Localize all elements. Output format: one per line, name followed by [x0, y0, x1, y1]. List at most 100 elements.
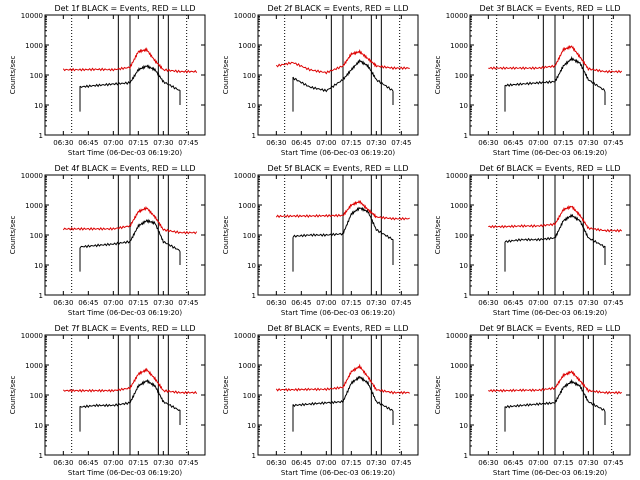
x-tick-label: 07:45 [391, 139, 411, 147]
x-axis-label: Start Time (06-Dec-03 06:19:20) [493, 469, 607, 477]
y-tick-label: 1000 [238, 42, 256, 50]
y-tick-label: 10000 [446, 332, 468, 340]
x-tick-label: 07:15 [128, 459, 148, 467]
y-tick-label: 10 [34, 262, 43, 270]
y-axis-label: Counts/sec [434, 56, 442, 95]
panel-title: Det 9f BLACK = Events, RED = LLD [479, 324, 620, 333]
y-tick-label: 1000 [25, 202, 43, 210]
panel-title: Det 3f BLACK = Events, RED = LLD [479, 4, 620, 13]
panel-title: Det 4f BLACK = Events, RED = LLD [54, 164, 195, 173]
plot-frame [44, 174, 206, 296]
x-tick-label: 06:45 [503, 139, 523, 147]
y-tick-label: 100 [30, 392, 43, 400]
panel-2: Det 2f BLACK = Events, RED = LLD 1 10 100 10… [222, 4, 419, 157]
y-tick-label: 10000 [446, 12, 468, 20]
plot-frame [257, 14, 419, 136]
y-tick-label: 100 [243, 72, 256, 80]
x-tick-label: 06:30 [266, 139, 286, 147]
y-tick-label: 10 [459, 262, 468, 270]
x-tick-label: 07:45 [603, 459, 623, 467]
x-tick-label: 06:45 [78, 459, 98, 467]
y-tick-label: 1000 [450, 202, 468, 210]
y-axis-label: Counts/sec [222, 216, 230, 255]
x-axis-label: Start Time (06-Dec-03 06:19:20) [68, 149, 182, 157]
x-tick-label: 06:45 [78, 299, 98, 307]
x-tick-label: 07:45 [178, 139, 198, 147]
y-tick-label: 1000 [238, 362, 256, 370]
x-tick-label: 07:30 [366, 299, 386, 307]
y-axis-label: Counts/sec [222, 376, 230, 415]
x-tick-label: 06:30 [53, 139, 73, 147]
y-tick-label: 10000 [446, 172, 468, 180]
x-tick-label: 07:15 [341, 459, 361, 467]
x-tick-label: 07:45 [178, 299, 198, 307]
x-tick-label: 07:00 [316, 299, 336, 307]
x-tick-label: 06:45 [503, 459, 523, 467]
panel-3: Det 3f BLACK = Events, RED = LLD 1 10 100 10… [434, 4, 631, 157]
x-tick-label: 07:30 [153, 299, 173, 307]
x-axis-label: Start Time (06-Dec-03 06:19:20) [281, 469, 395, 477]
x-tick-label: 07:45 [391, 299, 411, 307]
y-tick-label: 10 [459, 422, 468, 430]
x-tick-label: 06:30 [478, 459, 498, 467]
x-tick-label: 07:00 [528, 299, 548, 307]
series-events-line [292, 206, 394, 241]
series-events-line [79, 64, 180, 91]
y-tick-label: 100 [455, 392, 468, 400]
series-events-line [79, 378, 181, 411]
panel-7: Det 7f BLACK = Events, RED = LLD 1 10 100 10… [9, 324, 206, 477]
x-tick-label: 07:00 [316, 459, 336, 467]
panel-4: Det 4f BLACK = Events, RED = LLD 1 10 100 10… [9, 164, 206, 317]
y-tick-label: 10 [247, 102, 256, 110]
y-tick-label: 1 [464, 452, 468, 460]
y-axis-label: Counts/sec [434, 216, 442, 255]
x-axis-label: Start Time (06-Dec-03 06:19:20) [68, 469, 182, 477]
x-tick-label: 07:45 [603, 299, 623, 307]
x-tick-label: 06:45 [291, 459, 311, 467]
y-axis-label: Counts/sec [9, 216, 17, 255]
plot-frame [469, 334, 631, 456]
y-axis-label: Counts/sec [9, 376, 17, 415]
x-tick-label: 07:00 [103, 459, 123, 467]
x-axis-label: Start Time (06-Dec-03 06:19:20) [281, 309, 395, 317]
y-tick-label: 1 [252, 292, 256, 300]
plot-frame [257, 174, 419, 296]
y-tick-label: 10000 [234, 12, 256, 20]
x-tick-label: 06:45 [78, 139, 98, 147]
x-axis-label: Start Time (06-Dec-03 06:19:20) [493, 309, 607, 317]
x-tick-label: 07:15 [553, 299, 573, 307]
panel-title: Det 8f BLACK = Events, RED = LLD [267, 324, 408, 333]
plot-frame [469, 14, 631, 136]
y-tick-label: 100 [243, 232, 256, 240]
x-tick-label: 06:30 [266, 459, 286, 467]
series-events-line [504, 213, 606, 249]
y-tick-label: 10000 [234, 332, 256, 340]
y-tick-label: 1 [39, 132, 43, 140]
series-lld-line [275, 49, 410, 75]
y-tick-label: 10 [459, 102, 468, 110]
panel-1: Det 1f BLACK = Events, RED = LLD 1 10 100 10… [9, 4, 206, 157]
x-tick-label: 07:00 [103, 299, 123, 307]
x-tick-label: 07:30 [366, 459, 386, 467]
y-tick-label: 10000 [21, 332, 43, 340]
x-tick-label: 07:45 [603, 139, 623, 147]
series-lld-line [488, 45, 623, 74]
x-tick-label: 07:30 [578, 139, 598, 147]
series-lld-line [488, 370, 622, 395]
x-tick-label: 07:00 [528, 459, 548, 467]
series-events-line [504, 378, 606, 412]
y-tick-label: 100 [455, 232, 468, 240]
series-lld-line [275, 199, 410, 221]
y-axis-label: Counts/sec [9, 56, 17, 95]
x-tick-label: 07:15 [341, 299, 361, 307]
panel-title: Det 7f BLACK = Events, RED = LLD [54, 324, 195, 333]
y-tick-label: 10000 [21, 12, 43, 20]
y-tick-label: 10000 [21, 172, 43, 180]
y-tick-label: 1 [464, 292, 468, 300]
x-tick-label: 07:45 [178, 459, 198, 467]
y-tick-label: 1 [464, 132, 468, 140]
y-tick-label: 1 [252, 132, 256, 140]
plot-frame [44, 334, 206, 456]
panel-6: Det 6f BLACK = Events, RED = LLD 1 10 100 10… [434, 164, 631, 317]
x-tick-label: 06:30 [478, 139, 498, 147]
